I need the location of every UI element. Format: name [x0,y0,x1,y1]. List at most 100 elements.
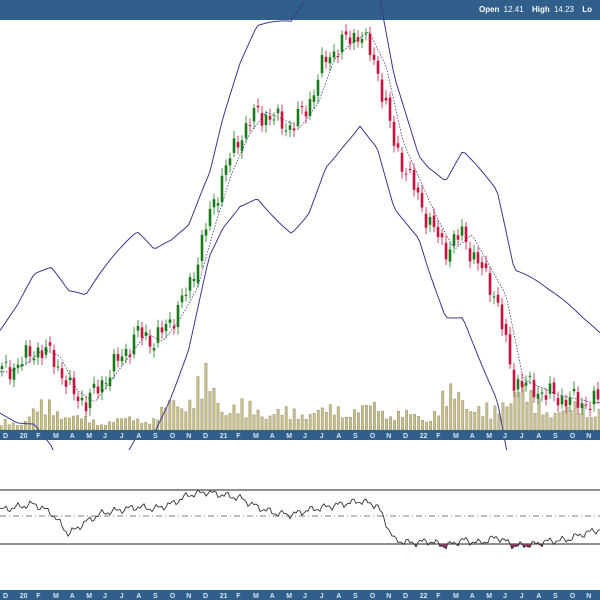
high-value: 14.23 [553,5,574,14]
oscillator-tick-label: M [286,593,292,600]
volume-bar [172,400,176,431]
volume-bar [437,415,441,431]
volume-bar [284,406,288,431]
main-tick-label: A [136,433,141,440]
main-tick-label: J [520,433,524,440]
oscillator-tick-label: F [36,593,41,600]
candle-down [420,193,424,208]
volume-bar [489,418,493,431]
volume-bar [280,415,284,431]
candle-up [104,383,108,385]
candle-up [472,252,476,260]
candle-up [24,345,28,358]
volume-bar [148,423,152,431]
volume-bar [308,414,312,431]
oscillator-tick-label: N [386,593,391,600]
main-tick-label: 20 [20,433,28,440]
volume-bar [541,414,545,431]
volume-bar [425,421,428,431]
oscillator-tick-label: A [70,593,75,600]
oscillator-time-axis [0,590,600,600]
volume-bar [312,413,316,431]
oscillator-line [0,488,600,550]
volume-bar [80,418,83,431]
volume-bar [353,409,356,431]
volume-bar [389,416,392,431]
candle-up [12,367,16,380]
volume-bar [3,419,7,431]
candle-up [20,364,24,366]
main-tick-label: J [320,433,324,440]
candle-down [576,391,580,408]
candle-up [204,229,208,236]
volume-bar [200,398,204,431]
volume-bar [256,409,260,431]
candle-up [240,140,244,152]
oscillator-tick-label: M [453,593,459,600]
oscillator-tick-label: J [303,593,307,600]
main-tick-label: D [203,433,208,440]
volume-bar [324,412,328,431]
candle-up [452,234,456,246]
volume-bar [493,405,497,431]
volume-bar [220,411,224,431]
volume-bar [144,422,148,431]
candle-down [304,111,308,117]
volume-bar [11,422,15,431]
oscillator-tick-label: S [353,593,358,600]
candle-down [300,106,304,108]
candle-down [160,327,164,333]
main-tick-label: A [70,433,75,440]
volume-bar [232,404,236,431]
volume-bar [433,411,436,431]
volume-bar [184,411,188,431]
candle-down [500,304,504,330]
candle-up [192,278,196,282]
main-tick-label: D [403,433,408,440]
candle-up [296,109,300,126]
candle-up [320,54,324,74]
volume-bar [421,420,424,431]
candle-up [252,108,256,122]
candle-down [96,386,100,394]
candle-down [476,252,480,264]
volume-bar [361,405,364,431]
oscillator-tick-label: O [570,593,576,600]
volume-bar [204,362,208,431]
volume-bar [228,413,232,431]
candle-down [456,235,460,240]
volume-bar [264,418,268,431]
oscillator-tick-label: M [86,593,92,600]
volume-bar [469,411,473,431]
candle-down [404,173,408,175]
candle-up [332,51,336,58]
main-tick-label: J [303,433,307,440]
candle-down [520,381,524,388]
candle-down [484,263,488,269]
candle-down [280,111,284,129]
main-tick-label: N [186,433,191,440]
candle-up [232,138,236,153]
volume-bar [405,409,408,431]
candle-up [124,349,128,356]
volume-bar [481,415,485,431]
volume-bar [196,376,200,431]
volume-bar [260,416,264,431]
candle-up [36,347,40,358]
candle-down [396,143,400,148]
volume-bar [561,410,565,431]
oscillator-tick-label: J [503,593,507,600]
main-tick-label: D [3,433,8,440]
candle-down [292,128,296,131]
volume-bar [244,417,248,431]
volume-bar [96,425,99,431]
main-tick-label: J [103,433,107,440]
candle-down [584,404,588,406]
candle-up [80,397,84,401]
low-label: Lo [582,5,592,14]
volume-bar [76,415,79,431]
candle-up [212,199,216,208]
volume-bar [457,391,461,431]
volume-bar [56,411,59,431]
